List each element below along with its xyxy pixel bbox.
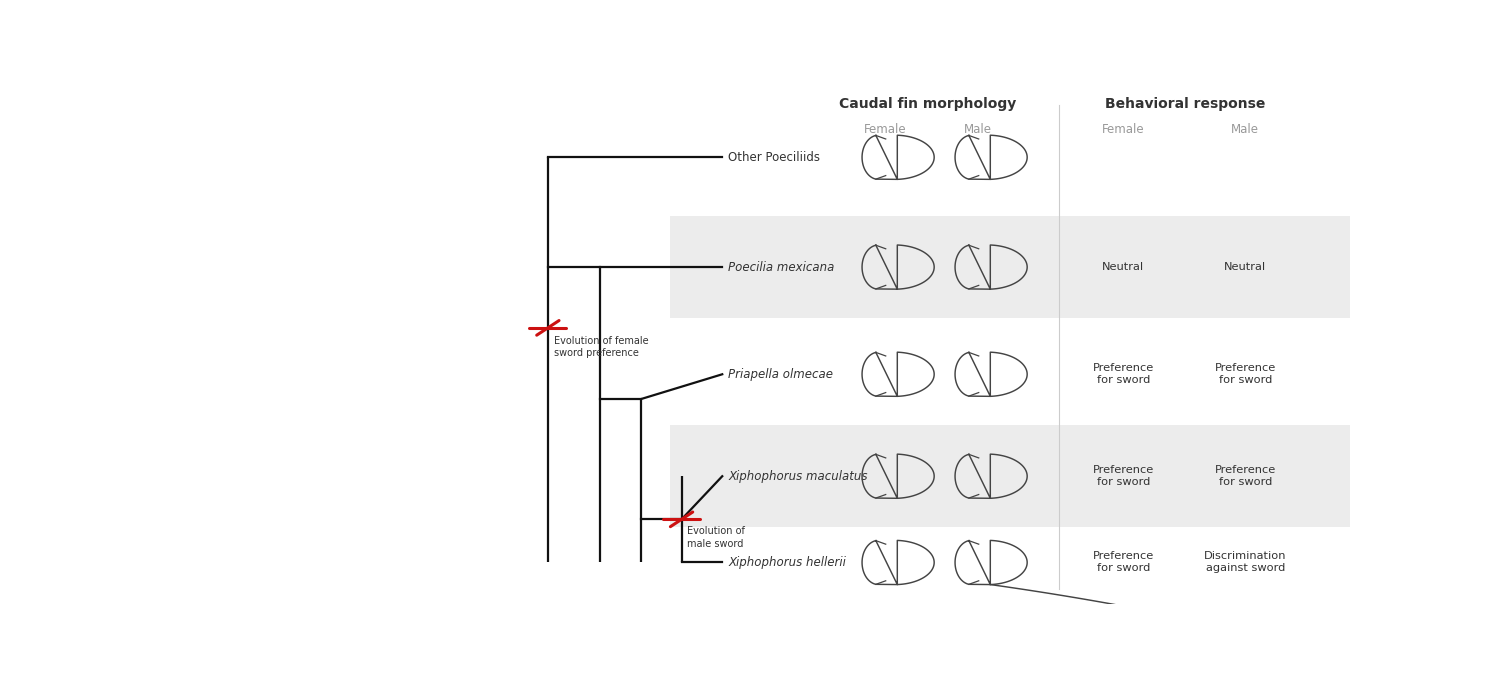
Text: Female: Female xyxy=(1102,124,1144,136)
Text: Caudal fin morphology: Caudal fin morphology xyxy=(840,97,1017,111)
Text: Priapella olmecae: Priapella olmecae xyxy=(728,368,833,381)
Text: Preference
for sword: Preference for sword xyxy=(1092,363,1154,385)
Text: Preference
for sword: Preference for sword xyxy=(1092,465,1154,488)
Text: Neutral: Neutral xyxy=(1102,262,1144,272)
Text: Female: Female xyxy=(864,124,906,136)
Text: Behavioral response: Behavioral response xyxy=(1104,97,1264,111)
Text: Evolution of
male sword: Evolution of male sword xyxy=(687,526,746,549)
Text: Neutral: Neutral xyxy=(1224,262,1266,272)
Text: Preference
for sword: Preference for sword xyxy=(1215,465,1276,488)
Text: Preference
for sword: Preference for sword xyxy=(1215,363,1276,385)
Text: Poecilia mexicana: Poecilia mexicana xyxy=(728,261,834,274)
Text: Male: Male xyxy=(964,124,992,136)
Text: Xiphophorus maculatus: Xiphophorus maculatus xyxy=(728,470,867,483)
Text: Xiphophorus hellerii: Xiphophorus hellerii xyxy=(728,556,846,569)
Bar xyxy=(670,425,1350,528)
Text: Male: Male xyxy=(1232,124,1260,136)
Text: Preference
for sword: Preference for sword xyxy=(1092,551,1154,574)
Text: Other Poeciliids: Other Poeciliids xyxy=(728,151,821,164)
Text: Discrimination
against sword: Discrimination against sword xyxy=(1204,551,1287,574)
Bar xyxy=(670,216,1350,318)
Text: Evolution of female
sword preference: Evolution of female sword preference xyxy=(554,335,648,358)
